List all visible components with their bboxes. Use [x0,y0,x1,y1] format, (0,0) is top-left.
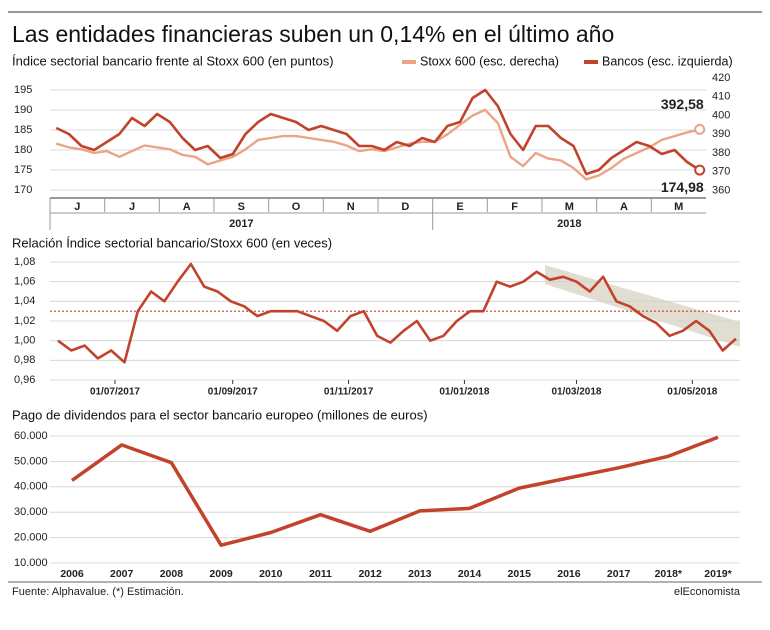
chart-subtitle: Relación Índice sectorial bancario/Stoxx… [12,235,332,250]
x-tick-label: D [401,201,409,213]
x-tick-label: 01/01/2018 [439,387,489,398]
x-tick-label: 2018* [655,568,683,580]
x-tick-label: 2007 [110,568,134,580]
y-tick-label: 195 [14,84,32,96]
x-tick-label: F [511,201,518,213]
y-tick-label: 370 [712,166,730,178]
series-line [70,435,719,547]
series-line [55,108,700,181]
y-tick-label: 0,98 [14,354,35,366]
x-tick-label: 01/09/2017 [208,387,258,398]
y-tick-label: 380 [712,147,730,159]
x-tick-label: 2011 [309,568,332,580]
chart-subtitle: Pago de dividendos para el sector bancar… [12,407,428,422]
x-tick-label: 01/03/2018 [551,387,601,398]
y-tick-label: 400 [712,109,730,121]
x-tick-label: 2006 [60,568,84,580]
x-tick-label: E [456,201,463,213]
legend-label: Stoxx 600 (esc. derecha) [420,54,559,68]
title: Las entidades financieras suben un 0,14%… [12,21,614,47]
source: Fuente: Alphavalue. (*) Estimación. [12,586,184,598]
x-tick-label: 2010 [259,568,283,580]
end-label: 392,58 [661,96,704,112]
x-tick-label: J [74,201,80,213]
x-tick-label: 2015 [508,568,532,580]
year-label: 2018 [557,218,581,230]
x-tick-label: 2013 [408,568,432,580]
x-tick-label: 2012 [358,568,382,580]
x-tick-label: A [183,201,191,213]
y-tick-label: 1,06 [14,276,35,288]
y-tick-label: 1,04 [14,295,35,307]
x-tick-label: O [292,201,301,213]
y-tick-label: 30.000 [14,506,48,518]
x-tick-label: A [620,201,628,213]
x-tick-label: 2008 [160,568,184,580]
x-tick-label: 2017 [607,568,631,580]
series-line [55,88,701,176]
y-tick-label: 420 [712,72,730,84]
y-tick-label: 1,02 [14,315,35,327]
x-tick-label: M [565,201,574,213]
y-tick-label: 1,08 [14,256,35,268]
x-tick-label: 2014 [458,568,482,580]
y-tick-label: 360 [712,184,730,196]
y-tick-label: 175 [14,164,32,176]
x-tick-label: N [347,201,355,213]
x-tick-label: 2016 [557,568,581,580]
y-tick-label: 180 [14,144,32,156]
y-tick-label: 20.000 [14,532,48,544]
end-marker [694,123,706,135]
legend-label: Bancos (esc. izquierda) [602,54,733,68]
x-tick-label: M [674,201,683,213]
y-tick-label: 50.000 [14,455,48,467]
chart-subtitle: Índice sectorial bancario frente al Stox… [12,53,334,68]
x-tick-label: 01/11/2017 [324,387,374,398]
x-tick-label: 2019* [704,568,732,580]
x-tick-label: 01/07/2017 [90,387,140,398]
y-tick-label: 0,96 [14,374,35,386]
x-tick-label: S [238,201,245,213]
credit: elEconomista [674,586,741,598]
series-line [57,262,737,364]
y-tick-label: 60.000 [14,430,48,442]
x-tick-label: J [129,201,135,213]
y-tick-label: 185 [14,124,32,136]
y-tick-label: 10.000 [14,557,48,569]
y-tick-label: 170 [14,184,32,196]
x-tick-label: 2009 [209,568,233,580]
end-label: 174,98 [661,179,704,195]
y-tick-label: 390 [712,128,730,140]
y-tick-label: 190 [14,104,32,116]
x-tick-label: 01/05/2018 [667,387,717,398]
y-tick-label: 40.000 [14,481,48,493]
year-label: 2017 [229,218,253,230]
y-tick-label: 1,00 [14,335,35,347]
end-marker [694,164,706,176]
y-tick-label: 410 [712,91,730,103]
